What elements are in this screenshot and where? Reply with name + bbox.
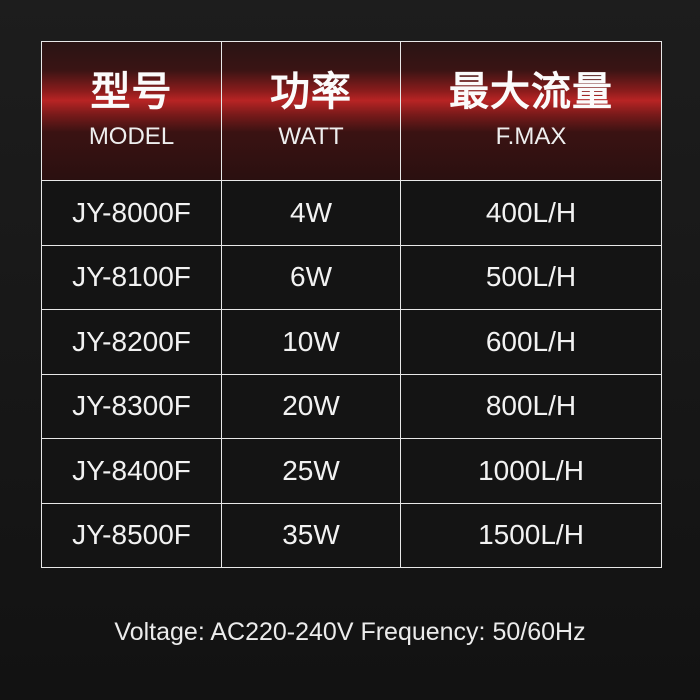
- watt-cell: 25W: [221, 438, 401, 504]
- spec-table: 型号 MODEL 功率 WATT 最大流量 F.MAX JY-8000F 4W 400L/…: [41, 41, 662, 568]
- model-cell: JY-8500F: [41, 502, 222, 568]
- model-cell: JY-8200F: [41, 309, 222, 375]
- watt-cell: 4W: [221, 180, 401, 246]
- flow-cell: 1500L/H: [400, 502, 662, 568]
- flow-cell: 1000L/H: [400, 438, 662, 504]
- header-en: WATT: [278, 123, 344, 150]
- header-zh: 最大流量: [449, 69, 613, 115]
- table-row: JY-8100F 6W 500L/H: [41, 244, 662, 310]
- flow-cell: 600L/H: [400, 309, 662, 375]
- header-flow: 最大流量 F.MAX: [400, 41, 662, 181]
- header-model: 型号 MODEL: [41, 41, 222, 181]
- flow-cell: 800L/H: [400, 373, 662, 439]
- watt-cell: 6W: [221, 244, 401, 310]
- model-cell: JY-8300F: [41, 373, 222, 439]
- watt-cell: 20W: [221, 373, 401, 439]
- header-en: F.MAX: [495, 123, 567, 150]
- model-cell: JY-8100F: [41, 244, 222, 310]
- table-row: JY-8000F 4W 400L/H: [41, 180, 662, 246]
- voltage-frequency-note: Voltage: AC220-240V Frequency: 50/60Hz: [114, 618, 586, 646]
- model-cell: JY-8400F: [41, 438, 222, 504]
- watt-cell: 35W: [221, 502, 401, 568]
- flow-cell: 500L/H: [400, 244, 662, 310]
- table-row: JY-8200F 10W 600L/H: [41, 309, 662, 375]
- header-watt: 功率 WATT: [221, 41, 401, 181]
- table-row: JY-8300F 20W 800L/H: [41, 373, 662, 439]
- flow-cell: 400L/H: [400, 180, 662, 246]
- header-zh: 功率: [270, 69, 352, 115]
- header-row: 型号 MODEL 功率 WATT 最大流量 F.MAX: [41, 41, 662, 181]
- model-cell: JY-8000F: [41, 180, 222, 246]
- table-row: JY-8500F 35W 1500L/H: [41, 502, 662, 568]
- header-zh: 型号: [90, 69, 173, 115]
- watt-cell: 10W: [221, 309, 401, 375]
- table-row: JY-8400F 25W 1000L/H: [41, 438, 662, 504]
- header-en: MODEL: [88, 123, 175, 150]
